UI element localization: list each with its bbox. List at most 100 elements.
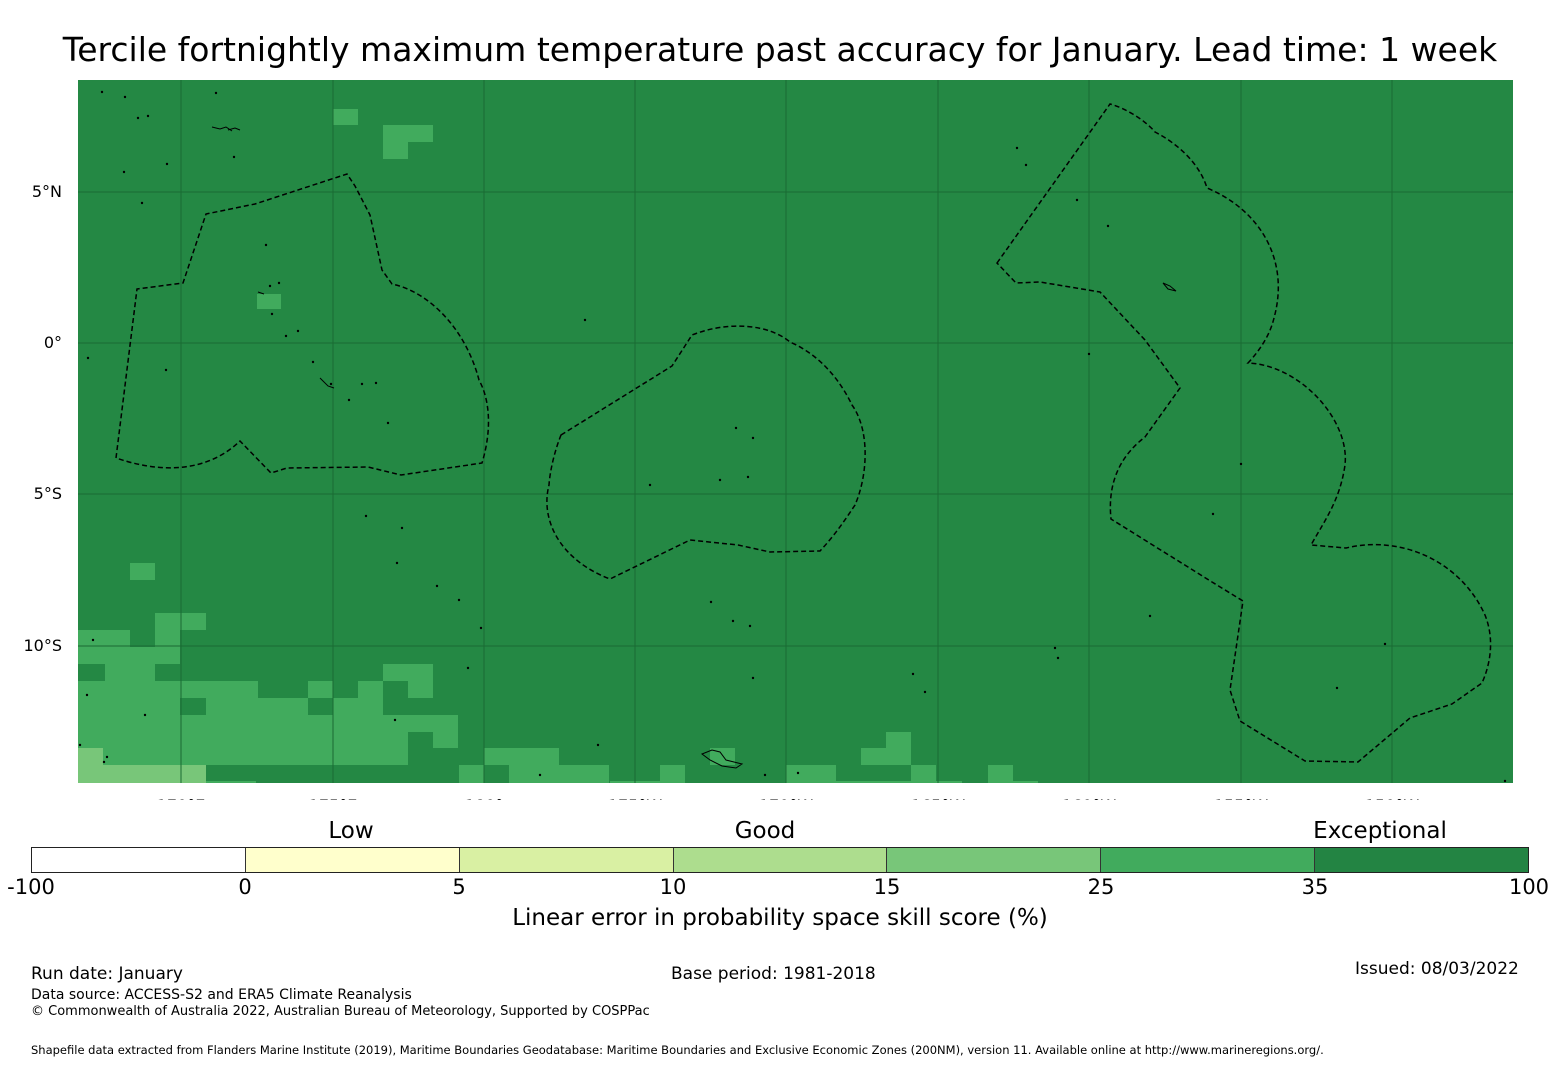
island: [393, 718, 397, 722]
lat-label: 0°: [44, 333, 62, 352]
skill-cell: [786, 765, 836, 783]
skill-cell: [78, 748, 408, 765]
lon-label: 175°E: [309, 796, 358, 800]
chart-title: Tercile fortnightly maximum temperature …: [62, 30, 1498, 69]
island: [1211, 512, 1215, 516]
skill-cell: [484, 748, 559, 765]
island: [165, 162, 169, 166]
lat-label: 5°S: [34, 484, 62, 503]
island: [734, 426, 738, 430]
island: [1053, 646, 1057, 650]
island: [1087, 352, 1091, 356]
skill-cell: [78, 630, 130, 647]
lon-label: 150°W: [1365, 796, 1420, 800]
island: [1056, 656, 1060, 660]
eez-boundary-line-islands: [996, 103, 1492, 763]
skill-cell: [78, 698, 180, 715]
island-outline: [227, 127, 241, 131]
island: [731, 619, 735, 623]
island: [123, 95, 127, 99]
island: [1106, 224, 1110, 228]
latitude-labels: 5°N 0° 5°S 10°S: [23, 182, 62, 655]
colorbar-segment: [887, 848, 1102, 872]
skill-cell: [333, 109, 358, 125]
skill-cell: [308, 681, 333, 698]
skill-cell: [257, 294, 281, 309]
colorbar: [31, 847, 1529, 873]
base-period: Base period: 1981-2018: [671, 964, 876, 984]
island: [1075, 198, 1079, 202]
island: [122, 170, 126, 174]
island: [364, 514, 368, 518]
lat-label: 5°N: [32, 182, 62, 201]
island: [763, 773, 767, 777]
lon-label: 175°W: [608, 796, 663, 800]
skill-cell: [383, 125, 433, 142]
island: [91, 638, 95, 642]
shapefile-credit: Shapefile data extracted from Flanders M…: [31, 1043, 1324, 1057]
lon-label: 165°W: [911, 796, 966, 800]
skill-cell: [155, 630, 180, 647]
island: [648, 483, 652, 487]
colorbar-tick: -100: [7, 875, 55, 899]
copyright: © Commonwealth of Australia 2022, Austra…: [31, 1004, 650, 1019]
lon-label: 170°W: [759, 796, 814, 800]
island: [1335, 686, 1339, 690]
island: [329, 382, 333, 386]
skill-cell: [383, 142, 408, 159]
island: [264, 243, 268, 247]
island: [1239, 462, 1243, 466]
lon-label: 160°W: [1062, 796, 1117, 800]
island: [923, 690, 927, 694]
skill-cell: [1013, 781, 1038, 783]
eez-boundary-phoenix: [546, 325, 866, 580]
graticule: [78, 80, 1513, 783]
skill-cell: [358, 681, 383, 698]
island: [751, 676, 755, 680]
skill-cell: [861, 748, 911, 765]
map-background: [78, 80, 1513, 783]
island: [400, 526, 404, 530]
colorbar-tick: 25: [1087, 875, 1115, 899]
island: [796, 771, 800, 775]
skill-cell: [911, 765, 936, 783]
island: [1383, 642, 1387, 646]
island: [102, 760, 106, 764]
legend-category-exceptional: Exceptional: [1313, 818, 1447, 844]
skill-cell: [408, 715, 458, 732]
island-outline: [1162, 282, 1177, 292]
island: [457, 598, 461, 602]
island: [164, 368, 168, 372]
island: [718, 478, 722, 482]
colorbar-segment: [1315, 848, 1529, 872]
island: [100, 90, 104, 94]
island: [85, 693, 89, 697]
island: [232, 155, 236, 159]
skill-cell: [206, 698, 308, 715]
colorbar-segment: [245, 848, 460, 872]
lon-label: 170°E: [157, 796, 206, 800]
data-source: Data source: ACCESS-S2 and ERA5 Climate …: [31, 987, 412, 1003]
island: [86, 356, 90, 360]
island: [360, 382, 364, 386]
skill-cell: [78, 732, 408, 748]
island: [105, 755, 109, 759]
island: [435, 584, 439, 588]
skill-cell: [78, 765, 206, 783]
island: [596, 743, 600, 747]
island: [751, 436, 755, 440]
colorbar-tick: 0: [238, 875, 252, 899]
skill-cell: [836, 781, 962, 783]
island: [140, 201, 144, 205]
island: [583, 318, 587, 322]
island: [214, 91, 218, 95]
skill-cell: [660, 765, 685, 783]
issued-date: Issued: 08/03/2022: [1355, 959, 1519, 979]
island: [479, 626, 483, 630]
skill-cell: [78, 647, 180, 664]
legend-category-good: Good: [734, 818, 796, 844]
skill-cell: [459, 765, 484, 783]
run-date: Run date: January: [31, 964, 183, 984]
colorbar-tick: 100: [1508, 875, 1550, 899]
eez-boundaries: [115, 103, 1492, 763]
